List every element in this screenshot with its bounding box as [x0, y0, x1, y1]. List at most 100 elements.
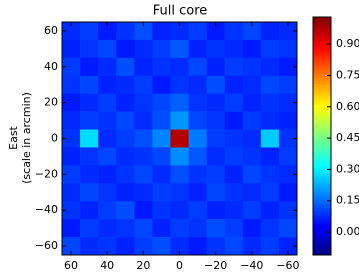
- heatmap-cell: [207, 130, 225, 148]
- heatmap-cell: [207, 201, 225, 219]
- heatmap-cell: [225, 22, 243, 40]
- heatmap-cell: [134, 165, 152, 183]
- heatmap-cell: [152, 201, 170, 219]
- heatmap-cell: [98, 40, 116, 58]
- colorbar-tick-label: 0.15: [336, 194, 359, 207]
- heatmap-cell: [170, 165, 188, 183]
- heatmap-cell: [98, 112, 116, 130]
- heatmap-cell: [207, 94, 225, 112]
- heatmap-cell: [207, 40, 225, 58]
- heatmap-cell: [243, 147, 261, 165]
- heatmap-cell: [261, 40, 279, 58]
- y-tick-label: −20: [35, 167, 58, 180]
- heatmap-cell: [116, 201, 134, 219]
- heatmap-cell: [279, 147, 297, 165]
- heatmap-cell: [261, 237, 279, 255]
- heatmap-cell: [80, 201, 98, 219]
- heatmap-cell: [189, 237, 207, 255]
- heatmap-cell: [189, 183, 207, 201]
- heatmap-cell: [261, 58, 279, 76]
- chart-title: Full core: [153, 4, 208, 19]
- heatmap-cell: [189, 94, 207, 112]
- heatmap-cell: [80, 219, 98, 237]
- heatmap-cell: [98, 94, 116, 112]
- y-tick-label: 40: [44, 60, 58, 73]
- heatmap-cell: [261, 219, 279, 237]
- heatmap-cell: [134, 58, 152, 76]
- heatmap-cell: [189, 147, 207, 165]
- heatmap-cell: [80, 76, 98, 94]
- heatmap-cell: [134, 183, 152, 201]
- heatmap-cell: [189, 22, 207, 40]
- heatmap-cell: [134, 40, 152, 58]
- heatmap-cell: [134, 112, 152, 130]
- heatmap-cell: [170, 58, 188, 76]
- heatmap-cell: [80, 22, 98, 40]
- heatmap-cell: [261, 130, 279, 148]
- heatmap-cell: [207, 219, 225, 237]
- heatmap-cell: [225, 147, 243, 165]
- heatmap-cell: [225, 76, 243, 94]
- heatmap-cell: [189, 201, 207, 219]
- x-tick-label: 20: [136, 259, 150, 272]
- x-tick-label: 60: [64, 259, 78, 272]
- heatmap-cell: [116, 237, 134, 255]
- heatmap-cell: [225, 219, 243, 237]
- heatmap-cell: [62, 219, 80, 237]
- heatmap-cell: [134, 147, 152, 165]
- colorbar-tick-label: 0.45: [336, 131, 359, 144]
- heatmap-cell: [243, 183, 261, 201]
- heatmap-cell: [116, 58, 134, 76]
- heatmap-cell: [243, 219, 261, 237]
- heatmap-cell: [80, 237, 98, 255]
- heatmap-cell: [152, 147, 170, 165]
- heatmap-cell: [152, 112, 170, 130]
- y-tick-label: −60: [35, 239, 58, 252]
- heatmap-cell: [170, 147, 188, 165]
- heatmap-cell: [152, 183, 170, 201]
- heatmap-cell: [98, 165, 116, 183]
- heatmap-cell: [170, 40, 188, 58]
- heatmap-cell: [207, 112, 225, 130]
- heatmap-cell: [279, 112, 297, 130]
- heatmap-cell: [62, 112, 80, 130]
- heatmap-cell: [225, 165, 243, 183]
- heatmap-cell: [189, 40, 207, 58]
- heatmap-cell: [80, 40, 98, 58]
- heatmap-cell: [207, 165, 225, 183]
- heatmap-cell: [225, 58, 243, 76]
- heatmap-cell: [170, 183, 188, 201]
- heatmap-cell: [134, 201, 152, 219]
- colorbar-tick-label: 0.75: [336, 68, 359, 81]
- x-tick-label: −40: [240, 259, 263, 272]
- heatmap-cell: [225, 40, 243, 58]
- heatmap-cell: [98, 147, 116, 165]
- x-tick-label: −60: [276, 259, 299, 272]
- heatmap-cell: [279, 40, 297, 58]
- heatmap-cell: [243, 165, 261, 183]
- heatmap-cell: [225, 94, 243, 112]
- heatmap-cell: [243, 201, 261, 219]
- heatmap-cell: [170, 219, 188, 237]
- heatmap-cell: [243, 112, 261, 130]
- heatmap-cell: [116, 22, 134, 40]
- heatmap-cell: [98, 219, 116, 237]
- heatmap-cell: [80, 112, 98, 130]
- heatmap-cell: [80, 165, 98, 183]
- colorbar: [313, 17, 331, 256]
- heatmap-cell: [80, 183, 98, 201]
- heatmap-cell: [80, 58, 98, 76]
- heatmap-cell: [152, 165, 170, 183]
- y-axis-label: East: [7, 125, 20, 149]
- heatmap-cell: [134, 219, 152, 237]
- heatmap-cell: [261, 147, 279, 165]
- heatmap-cell: [225, 201, 243, 219]
- heatmap-cell: [189, 58, 207, 76]
- colorbar-tick-label: 0.90: [336, 37, 359, 50]
- heatmap-cell: [152, 40, 170, 58]
- heatmap-cell: [243, 76, 261, 94]
- heatmap-cell: [152, 237, 170, 255]
- heatmap-cell: [116, 165, 134, 183]
- heatmap-cell: [152, 130, 170, 148]
- heatmap-cell: [80, 147, 98, 165]
